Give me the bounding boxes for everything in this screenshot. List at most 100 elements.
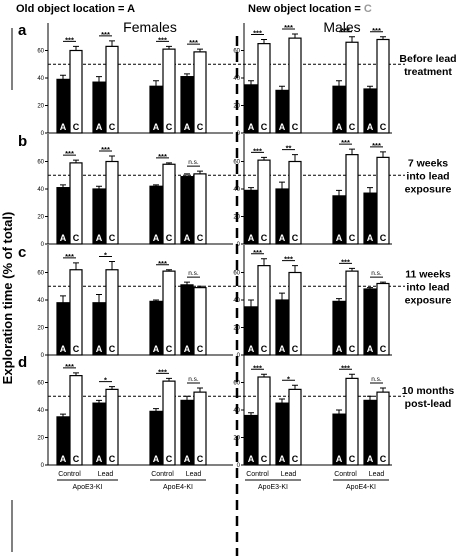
y-tick-label: 40 — [233, 298, 240, 304]
bar-letter: C — [292, 454, 299, 464]
timepoint-line: exposure — [405, 183, 452, 195]
bar-letter: A — [96, 122, 103, 132]
bar-letter: C — [349, 233, 356, 243]
timepoint-label: 11 weeks into lead exposure — [405, 268, 452, 306]
bar-new-location — [376, 391, 390, 466]
bar-new-location — [105, 269, 119, 356]
bar-old-location — [332, 300, 346, 356]
treatment-label: Control — [151, 471, 174, 478]
treatment-label: Lead — [281, 471, 297, 478]
bar-letter: C — [261, 122, 268, 132]
significance-label: *** — [372, 141, 381, 150]
y-tick-label: 20 — [37, 326, 44, 332]
y-tick-label: 0 — [237, 242, 241, 248]
significance-label: * — [104, 376, 107, 385]
bar-old-location — [244, 306, 258, 356]
bar-letter: C — [197, 454, 204, 464]
y-tick-label: 20 — [233, 326, 240, 332]
bar-letter: C — [197, 122, 204, 132]
y-tick-label: 60 — [233, 381, 240, 387]
bar-new-location — [288, 388, 302, 466]
bar-old-location — [149, 185, 163, 245]
bar-old-location — [332, 195, 346, 245]
bar-letter: A — [96, 344, 103, 354]
significance-label: *** — [65, 149, 74, 158]
y-tick-label: 40 — [37, 76, 44, 82]
bar-letter: A — [184, 122, 191, 132]
significance-label: *** — [253, 29, 262, 38]
bar-old-location — [244, 84, 258, 134]
panel-letter: a — [18, 22, 27, 39]
timepoint-line: exposure — [405, 294, 452, 306]
legend-new-letter: C — [364, 3, 372, 15]
bar-letter: A — [60, 344, 67, 354]
bar-new-location — [345, 377, 359, 466]
significance-label: *** — [65, 35, 74, 44]
bar-letter: A — [336, 233, 343, 243]
bar-letter: A — [153, 233, 160, 243]
bar-letter: C — [292, 344, 299, 354]
bar-letter: A — [184, 344, 191, 354]
timepoint-line: into lead — [406, 170, 449, 182]
significance-label: *** — [253, 248, 262, 257]
treatment-label: Control — [58, 471, 81, 478]
bar-old-location — [332, 85, 346, 134]
treatment-label: Lead — [98, 471, 114, 478]
legend-new-location: New object location = C — [248, 3, 372, 15]
significance-label: *** — [284, 23, 293, 32]
bar-letter: A — [184, 233, 191, 243]
bar-old-location — [275, 89, 289, 134]
significance-label: *** — [253, 363, 262, 372]
y-tick-label: 40 — [37, 408, 44, 414]
y-tick-label: 60 — [37, 271, 44, 277]
bar-old-location — [56, 187, 70, 245]
bar-letter: A — [336, 344, 343, 354]
bar-old-location — [180, 176, 194, 245]
significance-label: n.s. — [188, 270, 199, 277]
x-axis-labels: Control Lead Control Lead ApoE3-KI ApoE4-KI Co… — [57, 471, 389, 491]
significance-label: * — [287, 374, 290, 383]
y-tick-label: 40 — [233, 76, 240, 82]
bar-old-location — [92, 302, 106, 356]
y-tick-label: 0 — [41, 353, 45, 359]
significance-label: *** — [158, 367, 167, 376]
treatment-label: Lead — [186, 471, 202, 478]
y-tick-label: 0 — [237, 131, 241, 137]
bar-old-location — [149, 85, 163, 134]
bar-new-location — [105, 160, 119, 245]
significance-label: *** — [341, 257, 350, 266]
timepoint-label: Before lead treatment — [399, 53, 456, 78]
bar-letter: A — [279, 454, 286, 464]
panel-letter: b — [18, 133, 27, 150]
significance-label: *** — [372, 26, 381, 35]
bar-new-location — [105, 388, 119, 466]
bar-letter: C — [166, 233, 173, 243]
significance-label: n.s. — [371, 270, 382, 277]
bar-old-location — [275, 299, 289, 356]
bar-letter: A — [367, 233, 374, 243]
treatment-label: Lead — [369, 471, 385, 478]
bar-letter: A — [367, 122, 374, 132]
bar-old-location — [92, 188, 106, 245]
bar-new-location — [69, 269, 83, 356]
bar-old-location — [149, 300, 163, 356]
y-axis-label: Exploration time (% of total) — [0, 212, 15, 385]
bar-old-location — [332, 413, 346, 466]
bar-old-location — [149, 410, 163, 466]
bar-letter: A — [248, 454, 255, 464]
treatment-label: Control — [334, 471, 357, 478]
bar-new-location — [257, 265, 271, 356]
bar-letter: A — [153, 454, 160, 464]
bar-letter: A — [279, 122, 286, 132]
bar-old-location — [56, 302, 70, 356]
bar-letter: C — [109, 122, 116, 132]
bar-letter: A — [248, 344, 255, 354]
significance-label: *** — [158, 259, 167, 268]
y-tick-label: 0 — [41, 463, 45, 469]
legend-old-location: Old object location = A — [16, 3, 135, 15]
significance-label: * — [104, 251, 107, 260]
bar-new-location — [69, 49, 83, 134]
y-tick-label: 60 — [233, 271, 240, 277]
